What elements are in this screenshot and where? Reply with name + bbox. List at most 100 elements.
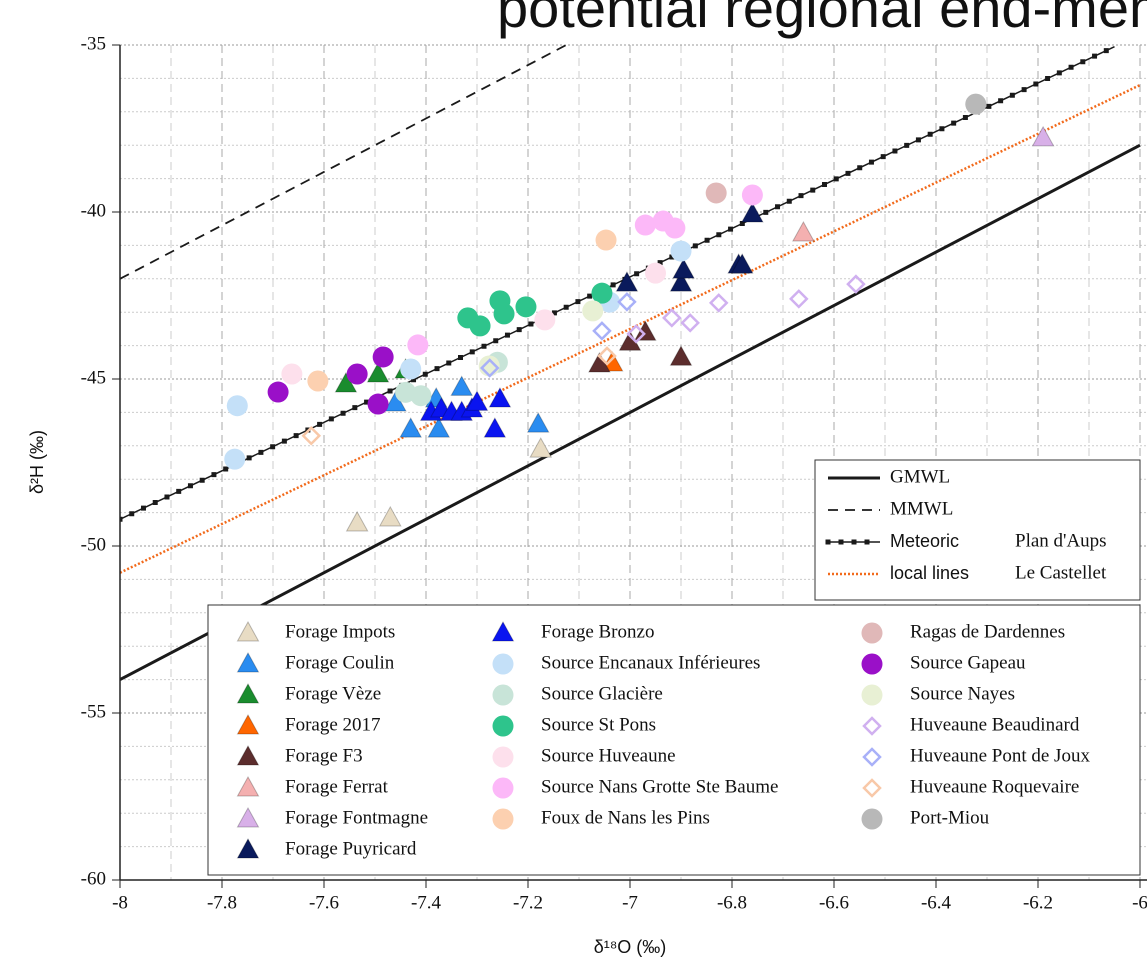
legend-marker xyxy=(492,715,514,737)
legend-label: Huveaune Roquevaire xyxy=(910,776,1079,797)
point xyxy=(708,293,729,313)
legend-marker xyxy=(236,620,260,642)
legend-label: Ragas de Dardennes xyxy=(910,621,1065,642)
point xyxy=(378,505,402,527)
point xyxy=(664,217,686,239)
point xyxy=(301,426,322,446)
point xyxy=(307,370,329,392)
point xyxy=(281,363,303,385)
point xyxy=(529,437,553,458)
x-axis-label: δ¹⁸O (‰) xyxy=(594,937,667,957)
legend-label: Foux de Nans les Pins xyxy=(541,807,710,828)
x-tick-label: -8 xyxy=(112,892,128,913)
line-legend-label: Meteoric xyxy=(890,531,959,551)
point xyxy=(662,308,682,328)
point xyxy=(427,417,451,438)
point xyxy=(224,448,246,470)
reference-line xyxy=(120,143,1141,681)
point xyxy=(741,184,763,206)
legend xyxy=(207,604,1141,876)
legend-label: Forage 2017 xyxy=(285,714,381,735)
point xyxy=(617,292,637,312)
point xyxy=(399,417,423,438)
point xyxy=(372,346,394,368)
point xyxy=(582,300,604,322)
point xyxy=(645,262,666,284)
legend-marker xyxy=(491,620,515,642)
point xyxy=(367,393,389,415)
legend-label: Forage F3 xyxy=(285,745,363,766)
legend-label: Source Nans Grotte Ste Baume xyxy=(541,776,778,797)
point xyxy=(846,274,866,294)
legend-marker xyxy=(236,837,260,859)
legend-label: Source St Pons xyxy=(541,714,656,735)
point xyxy=(669,345,693,366)
point xyxy=(592,321,612,341)
x-tick-label: -6.6 xyxy=(819,892,849,913)
line-legend-label: MMWL xyxy=(890,498,953,519)
point xyxy=(591,282,613,304)
line-legend xyxy=(814,459,1141,601)
legend-label: Forage Coulin xyxy=(285,652,395,673)
legend-marker xyxy=(861,684,883,706)
point xyxy=(479,358,500,378)
point xyxy=(515,296,537,318)
legend-marker xyxy=(861,653,883,675)
y-tick-label: -55 xyxy=(81,701,106,722)
legend-label: Forage Ferrat xyxy=(285,776,389,797)
point xyxy=(672,258,695,279)
legend-label: Source Gapeau xyxy=(910,652,1026,673)
point xyxy=(626,324,646,344)
y-tick-label: -35 xyxy=(81,33,106,54)
legend-label: Huveaune Pont de Joux xyxy=(910,745,1090,766)
y-tick-label: -40 xyxy=(81,200,106,221)
y-axis-label: δ²H (‰) xyxy=(27,430,47,494)
point xyxy=(366,361,390,383)
point xyxy=(346,363,368,385)
point xyxy=(465,390,489,411)
legend-label: Source Huveaune xyxy=(541,745,676,766)
legend-label: Source Glacière xyxy=(541,683,663,704)
legend-marker xyxy=(862,778,882,798)
legend-label: Forage Fontmagne xyxy=(285,807,428,828)
point xyxy=(410,385,432,407)
line-legend-label: GMWL xyxy=(890,466,950,487)
x-tick-label: -7 xyxy=(622,892,638,913)
point xyxy=(730,253,754,274)
point xyxy=(450,375,474,396)
legend-marker xyxy=(492,746,514,768)
legend-marker xyxy=(236,775,260,797)
legend-label: Huveaune Beaudinard xyxy=(910,714,1080,735)
point xyxy=(634,214,656,236)
x-tick-label: -7.6 xyxy=(309,892,339,913)
point xyxy=(792,221,815,242)
point xyxy=(680,313,700,333)
x-tick-label: -6.8 xyxy=(717,892,747,913)
legend-marker xyxy=(492,684,514,706)
point xyxy=(488,387,512,408)
x-tick-label: -7.4 xyxy=(411,892,442,913)
line-legend-site: Le Castellet xyxy=(1015,562,1107,583)
chart-title: potential regional end-members xyxy=(497,0,1147,39)
point xyxy=(615,271,639,292)
point xyxy=(267,381,289,403)
legend-label: Port-Miou xyxy=(910,807,990,828)
legend-marker xyxy=(236,806,260,828)
point xyxy=(400,358,422,380)
legend-marker xyxy=(861,808,883,830)
legend-marker xyxy=(492,777,514,799)
point xyxy=(534,309,556,331)
point xyxy=(965,93,987,115)
y-tick-label: -50 xyxy=(81,534,106,555)
reference-line xyxy=(120,45,1118,523)
point xyxy=(705,182,727,204)
legend-marker xyxy=(861,622,883,644)
x-tick-label: -7.2 xyxy=(513,892,543,913)
point xyxy=(1031,125,1055,147)
legend-label: Forage Bronzo xyxy=(541,621,654,642)
y-tick-label: -60 xyxy=(81,868,106,889)
point xyxy=(226,395,248,417)
legend-label: Forage Impots xyxy=(285,621,395,642)
legend-marker xyxy=(862,747,882,767)
